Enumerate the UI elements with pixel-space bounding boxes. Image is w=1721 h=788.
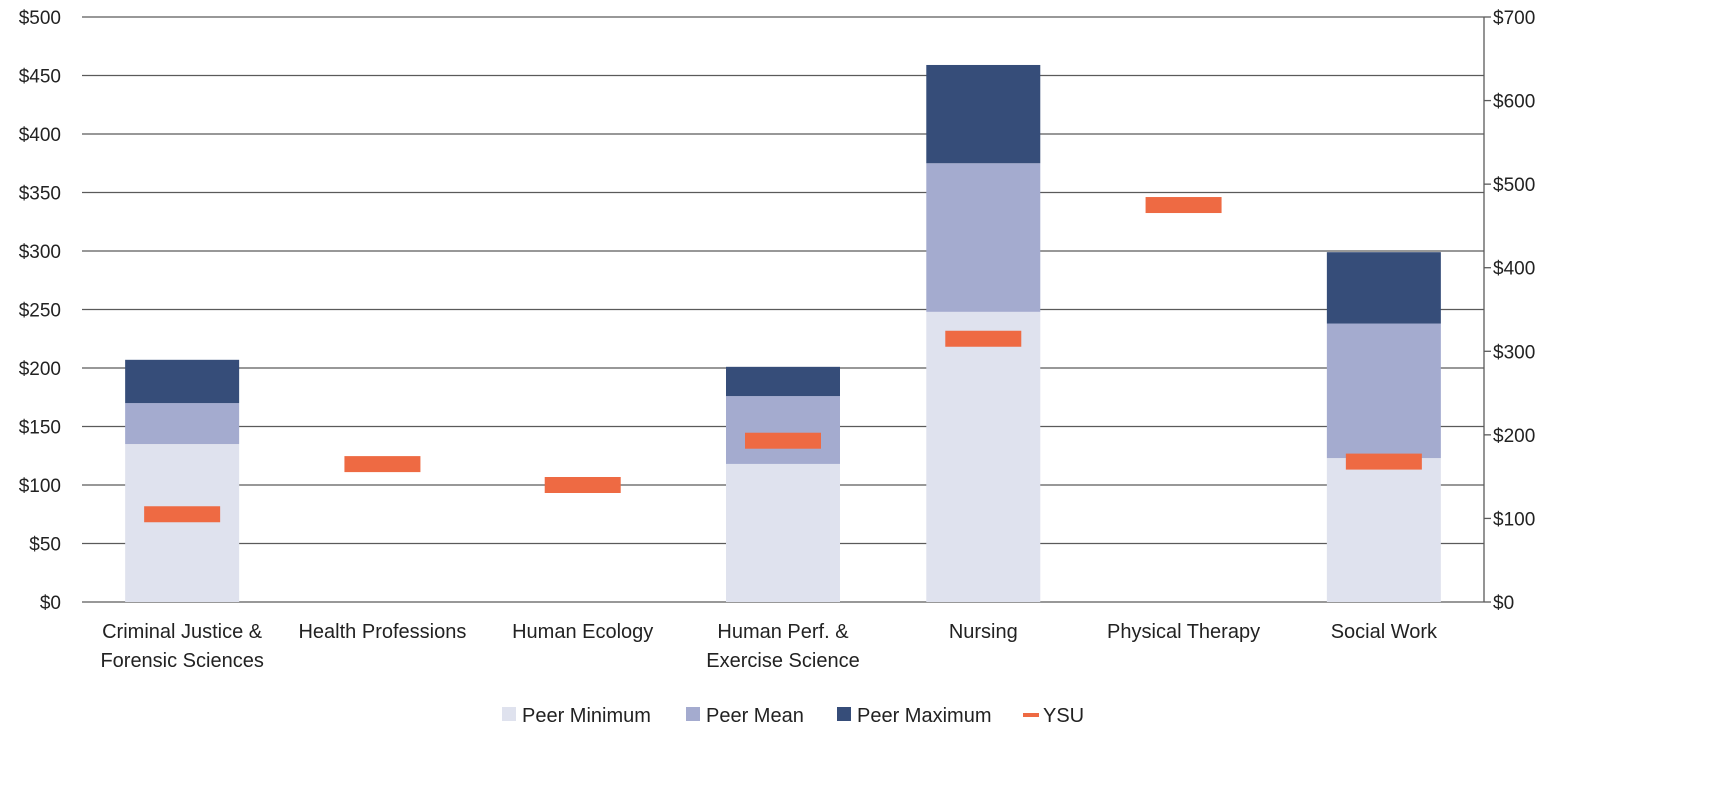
x-category-label: Criminal Justice & <box>102 621 263 643</box>
y-right-tick-label: $300 <box>1493 342 1535 363</box>
y-right-tick-label: $200 <box>1493 426 1535 447</box>
y-right-tick-label: $400 <box>1493 259 1535 280</box>
ysu-marker <box>1145 197 1222 214</box>
x-category-label: Social Work <box>1331 621 1438 643</box>
bar-peer-mean <box>125 403 240 445</box>
y-left-tick-label: $50 <box>29 535 61 556</box>
y-right-tick-label: $700 <box>1493 8 1535 29</box>
bar-peer-mean <box>726 396 840 464</box>
ysu-marker <box>745 432 821 449</box>
y-left-tick-label: $100 <box>19 476 61 497</box>
y-right-tick-label: $0 <box>1493 593 1514 614</box>
bar-peer-minimum <box>1326 458 1441 602</box>
legend-swatch-line <box>1023 713 1039 717</box>
x-category-label: Human Ecology <box>512 621 653 643</box>
y-left-tick-label: $200 <box>19 359 61 380</box>
bar-peer-minimum <box>926 311 1041 602</box>
bar-peer-minimum <box>125 444 240 602</box>
bar-peer-mean <box>1326 323 1441 459</box>
x-category-label: Nursing <box>949 621 1018 643</box>
ysu-marker <box>945 330 1022 347</box>
y-left-tick-label: $500 <box>19 8 61 29</box>
bar-peer-maximum <box>726 366 840 397</box>
x-category-label: Exercise Science <box>706 650 859 672</box>
y-left-tick-label: $350 <box>19 184 61 205</box>
ysu-marker <box>544 477 621 493</box>
x-category-label: Physical Therapy <box>1107 621 1260 643</box>
x-category-label: Human Perf. & <box>717 621 849 643</box>
y-left-tick-label: $400 <box>19 125 61 146</box>
legend-swatch <box>502 707 516 721</box>
y-left-tick-label: $300 <box>19 242 61 263</box>
legend-label: Peer Maximum <box>857 705 991 727</box>
x-category-label: Health Professions <box>298 621 466 643</box>
legend-label: Peer Minimum <box>522 705 651 727</box>
y-left-tick-label: $0 <box>40 593 61 614</box>
bar-peer-maximum <box>926 64 1041 164</box>
ysu-marker <box>144 506 221 523</box>
y-right-tick-label: $100 <box>1493 509 1535 530</box>
legend-label: YSU <box>1043 705 1084 727</box>
legend-swatch <box>686 707 700 721</box>
bar-peer-mean <box>926 163 1041 312</box>
bar-peer-maximum <box>125 359 240 404</box>
legend-swatch <box>837 707 851 721</box>
y-left-tick-label: $150 <box>19 418 61 439</box>
bar-peer-maximum <box>1326 252 1441 324</box>
ysu-marker <box>344 456 421 473</box>
ysu-marker <box>1345 453 1422 470</box>
y-left-tick-label: $250 <box>19 301 61 322</box>
x-category-label: Forensic Sciences <box>100 650 263 672</box>
bar-peer-minimum <box>726 463 840 602</box>
y-left-tick-label: $450 <box>19 67 61 88</box>
y-right-tick-label: $500 <box>1493 175 1535 196</box>
legend-label: Peer Mean <box>706 705 804 727</box>
y-right-tick-label: $600 <box>1493 92 1535 113</box>
